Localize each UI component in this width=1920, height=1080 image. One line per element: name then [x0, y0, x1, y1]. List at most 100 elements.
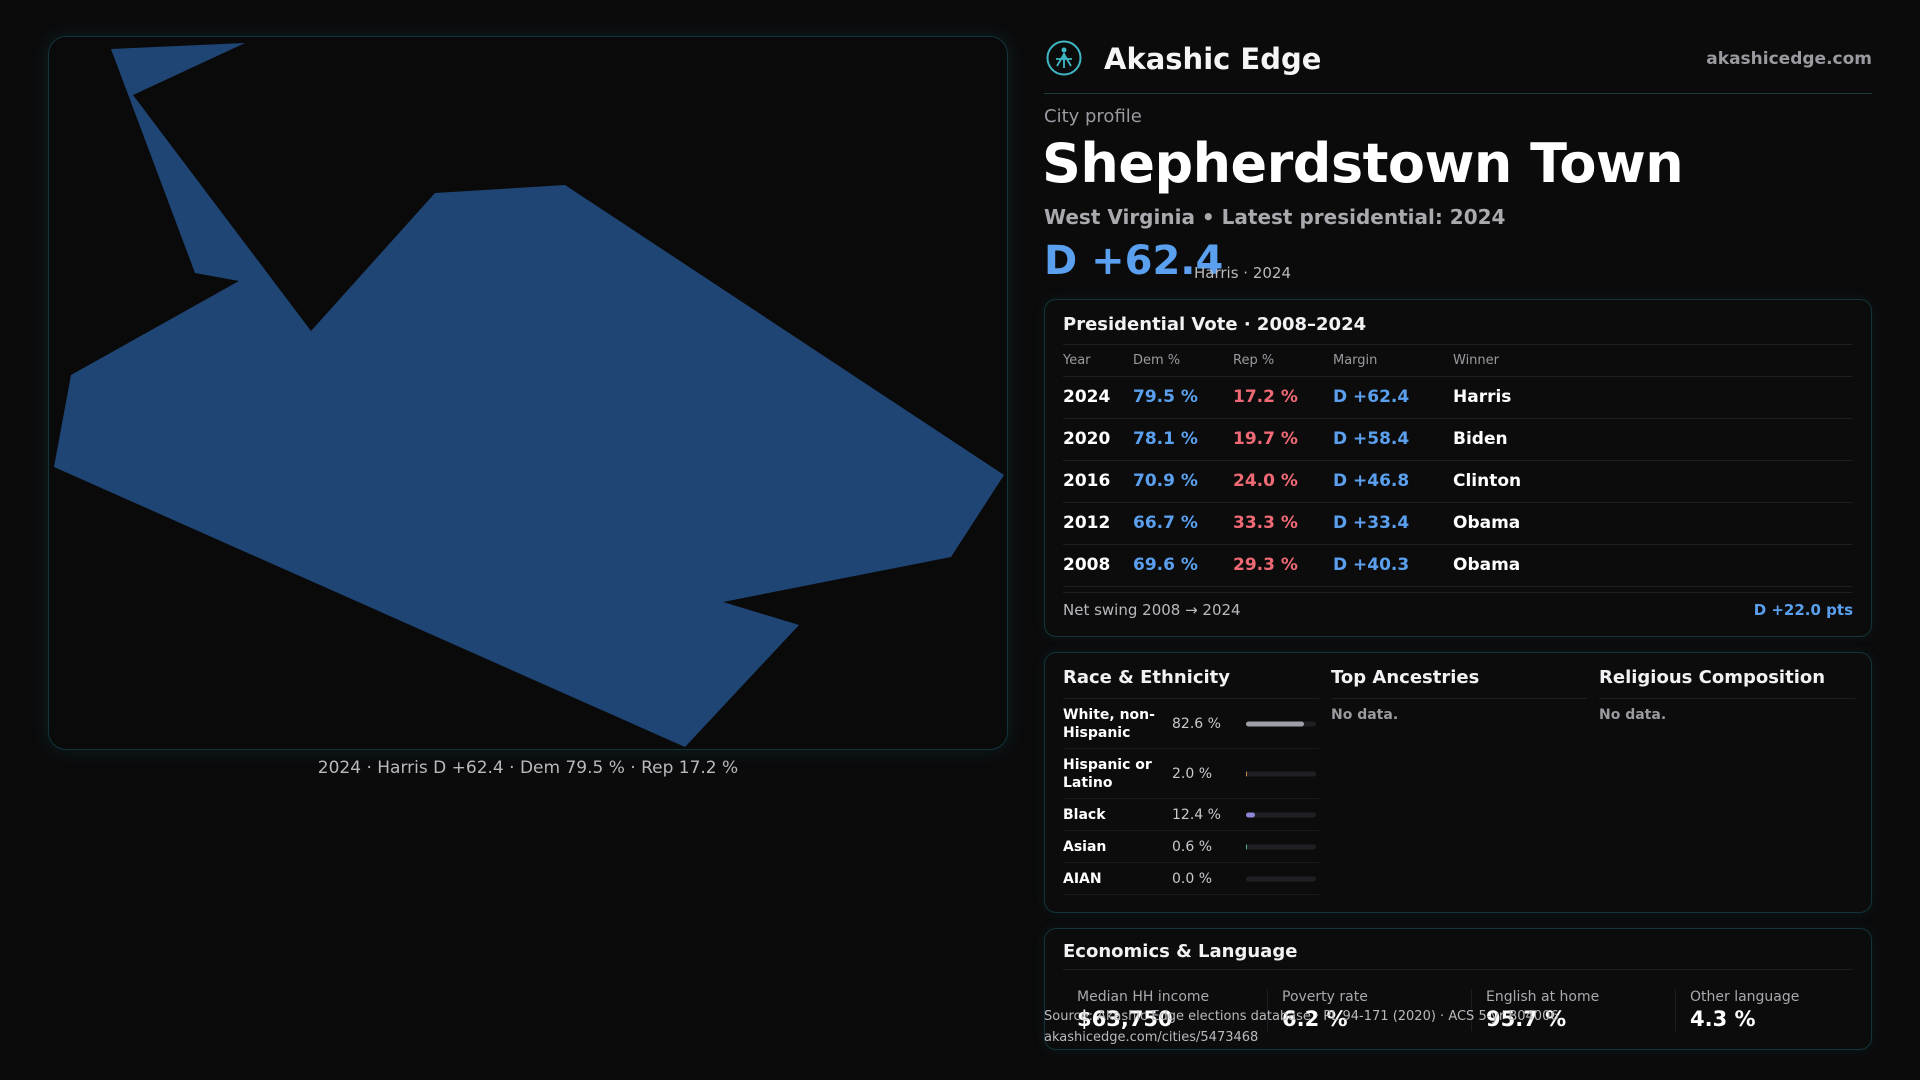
divider	[1063, 698, 1319, 699]
net-swing-label: Net swing 2008 → 2024	[1063, 601, 1241, 619]
table-row: 2012 66.7 % 33.3 % D +33.4 Obama	[1063, 502, 1853, 545]
winner-cell: Clinton	[1453, 460, 1853, 503]
top-ancestries-section: Top Ancestries No data.	[1331, 667, 1587, 723]
stat-value: 95.7 %	[1486, 1007, 1567, 1031]
dem-pct-cell: 79.5 %	[1133, 376, 1233, 419]
top-ancestries-title: Top Ancestries	[1331, 667, 1480, 688]
race-label: White, non-Hispanic	[1063, 706, 1155, 741]
winner-cell: Harris	[1453, 376, 1853, 419]
race-label: Asian	[1063, 838, 1107, 855]
poverty-rate-stat: Poverty rate 6.2 %	[1267, 989, 1457, 1031]
race-bar-track	[1246, 876, 1316, 881]
column-header-margin: Margin	[1333, 346, 1453, 377]
stat-label: English at home	[1486, 989, 1600, 1005]
presidential-vote-table: Year Dem % Rep % Margin Winner 2024 79.5…	[1063, 346, 1853, 587]
winner-cell: Obama	[1453, 502, 1853, 545]
column-header-rep: Rep %	[1233, 346, 1333, 377]
city-boundary-map[interactable]	[49, 37, 1008, 750]
other-language-stat: Other language 4.3 %	[1675, 989, 1865, 1031]
stat-value: 4.3 %	[1690, 1007, 1756, 1031]
site-url-link[interactable]: akashicedge.com	[1706, 49, 1872, 69]
median-income-stat: Median HH income $63,750	[1063, 989, 1253, 1031]
ancestries-empty-text: No data.	[1331, 707, 1399, 723]
religious-composition-title: Religious Composition	[1599, 667, 1826, 688]
map-caption: 2024 · Harris D +62.4 · Dem 79.5 % · Rep…	[317, 758, 739, 778]
brand-name[interactable]: Akashic Edge	[1104, 42, 1322, 76]
race-pct: 12.4 %	[1172, 806, 1221, 823]
race-row: Hispanic or Latino 2.0 %	[1063, 749, 1319, 799]
source-url-link[interactable]: akashicedge.com/cities/5473468	[1044, 1030, 1259, 1045]
margin-cell: D +46.8	[1333, 460, 1453, 503]
city-boundary-shape[interactable]	[54, 43, 1004, 747]
stat-value: 6.2 %	[1282, 1007, 1348, 1031]
stat-label: Other language	[1690, 989, 1800, 1005]
race-row: Black 12.4 %	[1063, 799, 1319, 831]
race-row: Asian 0.6 %	[1063, 831, 1319, 863]
source-footer: Source: Akashic Edge elections database …	[1044, 1006, 1559, 1048]
winner-cell: Biden	[1453, 418, 1853, 461]
race-bar-fill	[1246, 844, 1248, 849]
winner-cell: Obama	[1453, 544, 1853, 587]
year-cell: 2020	[1063, 418, 1133, 461]
margin-cell: D +58.4	[1333, 418, 1453, 461]
rep-pct-cell: 19.7 %	[1233, 418, 1333, 461]
akashic-edge-logo-icon[interactable]	[1046, 40, 1082, 76]
year-cell: 2012	[1063, 502, 1133, 545]
race-ethnicity-section: Race & Ethnicity White, non-Hispanic 82.…	[1063, 667, 1319, 895]
table-header-row: Year Dem % Rep % Margin Winner	[1063, 346, 1853, 377]
race-bar-fill	[1246, 721, 1304, 726]
divider	[1599, 698, 1855, 699]
race-label: AIAN	[1063, 870, 1102, 887]
race-row: White, non-Hispanic 82.6 %	[1063, 699, 1319, 749]
divider	[1331, 698, 1587, 699]
race-label: Black	[1063, 806, 1106, 823]
table-row: 2020 78.1 % 19.7 % D +58.4 Biden	[1063, 418, 1853, 461]
race-label: Hispanic or Latino	[1063, 756, 1152, 791]
year-cell: 2008	[1063, 544, 1133, 587]
dem-pct-cell: 78.1 %	[1133, 418, 1233, 461]
table-row: 2016 70.9 % 24.0 % D +46.8 Clinton	[1063, 460, 1853, 503]
year-cell: 2024	[1063, 376, 1133, 419]
headline-margin: D +62.4	[1044, 238, 1224, 284]
divider	[1063, 592, 1853, 593]
stat-label: Median HH income	[1077, 989, 1210, 1005]
race-pct: 0.6 %	[1172, 838, 1213, 855]
economics-language-card: Economics & Language Median HH income $6…	[1044, 928, 1872, 1050]
rep-pct-cell: 24.0 %	[1233, 460, 1333, 503]
race-pct: 82.6 %	[1172, 715, 1221, 732]
column-header-winner: Winner	[1453, 346, 1853, 377]
race-bar-fill	[1246, 771, 1248, 776]
english-at-home-stat: English at home 95.7 %	[1471, 989, 1661, 1031]
divider	[1063, 344, 1853, 345]
race-row: AIAN 0.0 %	[1063, 863, 1319, 895]
page-kicker: City profile	[1044, 106, 1142, 127]
margin-cell: D +40.3	[1333, 544, 1453, 587]
presidential-vote-card: Presidential Vote · 2008–2024 Year Dem %…	[1044, 299, 1872, 637]
rep-pct-cell: 17.2 %	[1233, 376, 1333, 419]
race-bar-track	[1246, 771, 1316, 776]
race-bar-fill	[1246, 812, 1255, 817]
dem-pct-cell: 69.6 %	[1133, 544, 1233, 587]
divider	[1063, 969, 1853, 970]
presidential-vote-title: Presidential Vote · 2008–2024	[1063, 314, 1367, 335]
source-citation: Source: Akashic Edge elections database …	[1044, 1009, 1559, 1024]
race-pct: 0.0 %	[1172, 870, 1213, 887]
religion-empty-text: No data.	[1599, 707, 1667, 723]
page-subtitle: West Virginia • Latest presidential: 202…	[1044, 205, 1506, 229]
stat-value: $63,750	[1077, 1007, 1173, 1031]
year-cell: 2016	[1063, 460, 1133, 503]
economics-language-title: Economics & Language	[1063, 941, 1298, 962]
headline-note: Harris · 2024	[1194, 264, 1292, 282]
column-header-year: Year	[1063, 346, 1133, 377]
race-bar-track	[1246, 812, 1316, 817]
net-swing-value: D +22.0 pts	[1753, 601, 1853, 619]
religious-composition-section: Religious Composition No data.	[1599, 667, 1855, 723]
rep-pct-cell: 29.3 %	[1233, 544, 1333, 587]
race-bar-track	[1246, 721, 1316, 726]
table-row: 2008 69.6 % 29.3 % D +40.3 Obama	[1063, 544, 1853, 587]
map-panel[interactable]	[48, 36, 1008, 750]
race-pct: 2.0 %	[1172, 765, 1213, 782]
dem-pct-cell: 66.7 %	[1133, 502, 1233, 545]
race-bar-track	[1246, 844, 1316, 849]
race-ethnicity-list: White, non-Hispanic 82.6 % Hispanic or L…	[1063, 699, 1319, 895]
